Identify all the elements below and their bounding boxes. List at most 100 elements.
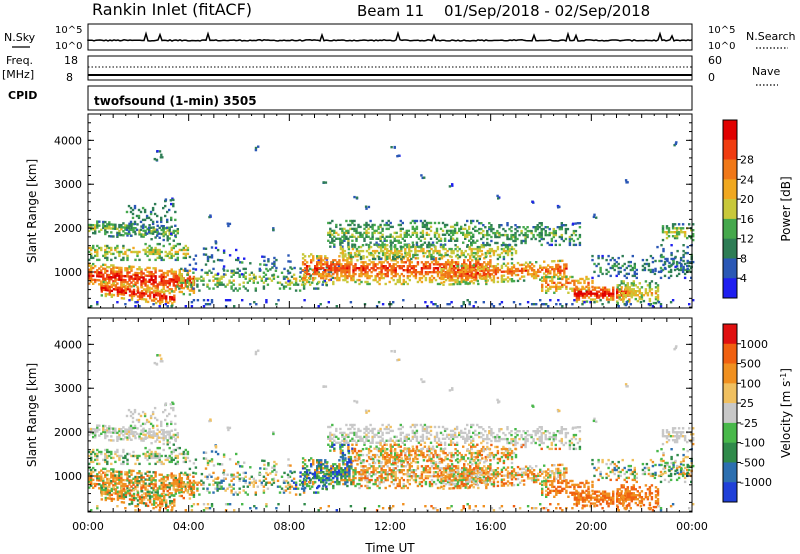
- data-cell: [675, 236, 679, 240]
- data-cell: [454, 281, 457, 284]
- data-cell: [170, 476, 173, 479]
- data-cell: [165, 505, 168, 508]
- data-cell: [222, 269, 226, 272]
- data-cell: [96, 222, 99, 225]
- data-cell: [116, 282, 119, 285]
- data-cell: [162, 489, 165, 492]
- data-cell: [420, 174, 423, 177]
- data-cell: [524, 231, 527, 235]
- data-cell: [476, 266, 480, 269]
- data-cell: [116, 492, 120, 495]
- data-cell: [430, 274, 434, 278]
- data-cell: [271, 262, 274, 265]
- data-cell: [249, 303, 252, 306]
- data-cell: [305, 278, 309, 282]
- data-cell: [198, 493, 201, 496]
- data-cell: [464, 282, 467, 285]
- data-cell: [526, 301, 530, 304]
- data-cell: [551, 281, 554, 285]
- data-cell: [329, 241, 332, 244]
- data-cell: [468, 282, 471, 285]
- data-cell: [176, 460, 180, 464]
- data-cell: [182, 279, 185, 282]
- data-cell: [549, 270, 552, 273]
- data-cell: [142, 280, 145, 283]
- data-cell: [159, 502, 162, 505]
- data-cell: [337, 265, 341, 268]
- data-cell: [557, 263, 560, 267]
- data-cell: [148, 270, 151, 274]
- data-cell: [428, 251, 431, 255]
- data-cell: [126, 452, 129, 456]
- data-cell: [334, 259, 337, 262]
- data-cell: [396, 247, 399, 251]
- data-cell: [478, 222, 481, 225]
- data-cell: [650, 292, 654, 295]
- data-cell: [138, 229, 141, 232]
- data-cell: [468, 245, 471, 249]
- data-cell: [638, 290, 642, 293]
- data-cell: [184, 279, 188, 282]
- data-cell: [273, 260, 276, 264]
- data-cell: [214, 246, 218, 250]
- data-cell: [226, 283, 229, 286]
- data-cell: [158, 485, 161, 488]
- data-cell: [122, 487, 126, 490]
- data-cell: [360, 269, 363, 272]
- data-cell: [603, 292, 607, 295]
- data-cell: [102, 254, 105, 258]
- data-cell: [132, 265, 135, 269]
- data-cell: [682, 259, 685, 263]
- data-cell: [556, 226, 560, 229]
- data-cell: [124, 471, 127, 474]
- data-cell: [544, 233, 547, 237]
- data-cell: [144, 298, 148, 301]
- data-cell: [137, 214, 141, 218]
- data-cell: [208, 269, 211, 272]
- data-cell: [524, 267, 528, 270]
- data-cell: [174, 234, 177, 237]
- data-cell: [648, 297, 652, 301]
- data-cell: [116, 450, 119, 454]
- data-cell: [364, 267, 367, 270]
- data-cell: [158, 256, 161, 260]
- data-cell: [468, 247, 471, 251]
- data-cell: [358, 267, 361, 270]
- data-cell: [92, 231, 95, 235]
- data-cell: [643, 266, 647, 270]
- data-cell: [472, 274, 475, 277]
- data-cell: [367, 247, 371, 251]
- data-cell: [142, 498, 146, 501]
- data-cell: [250, 277, 254, 280]
- data-cell: [484, 265, 488, 268]
- data-cell: [96, 454, 99, 458]
- data-cell: [585, 285, 588, 289]
- data-cell: [353, 227, 356, 231]
- data-cell: [406, 276, 410, 280]
- data-cell: [180, 490, 184, 494]
- data-cell: [138, 297, 142, 300]
- data-cell: [120, 258, 123, 262]
- data-cell: [184, 283, 188, 286]
- data-cell: [330, 269, 333, 272]
- data-cell: [130, 281, 133, 284]
- data-cell: [353, 235, 356, 238]
- data-cell: [98, 271, 101, 274]
- data-cell: [458, 274, 461, 278]
- data-cell: [472, 264, 475, 267]
- data-cell: [166, 439, 169, 442]
- data-cell: [168, 250, 171, 254]
- data-cell: [312, 276, 315, 280]
- data-cell: [613, 258, 616, 262]
- data-cell: [450, 261, 454, 264]
- data-cell: [118, 292, 122, 296]
- data-cell: [172, 274, 176, 277]
- data-cell: [312, 272, 315, 276]
- data-cell: [339, 223, 342, 227]
- data-cell: [395, 231, 398, 235]
- data-cell: [110, 295, 114, 298]
- data-cell: [316, 269, 319, 272]
- data-cell: [414, 247, 417, 251]
- data-cell: [174, 280, 178, 283]
- data-cell: [130, 498, 134, 501]
